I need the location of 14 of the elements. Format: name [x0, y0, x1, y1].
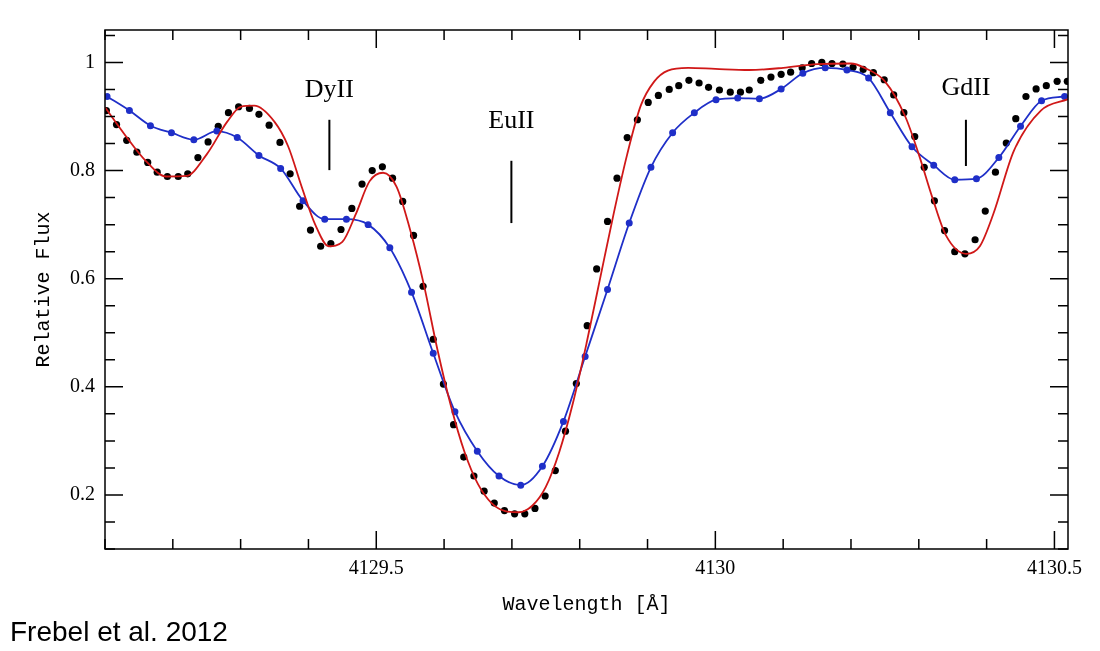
- x-axis-title: Wavelength [Å]: [502, 593, 671, 617]
- x-tick-label: 4130: [695, 556, 736, 579]
- y-axis-title: Relative Flux: [32, 211, 56, 368]
- x-tick-label: 4130.5: [1026, 556, 1082, 579]
- annotation: GdII: [941, 72, 991, 102]
- y-tick-label: 1: [85, 49, 95, 72]
- y-tick-label: 0.2: [70, 482, 95, 505]
- annotation: DyII: [304, 73, 354, 103]
- y-tick-label: 0.8: [70, 157, 95, 180]
- y-tick-label: 0.6: [70, 265, 95, 288]
- y-tick-label: 0.4: [70, 374, 95, 397]
- text: Frebel et al. 2012: [10, 615, 228, 647]
- annotation: EuII: [488, 105, 535, 135]
- x-tick-label: 4129.5: [348, 556, 404, 579]
